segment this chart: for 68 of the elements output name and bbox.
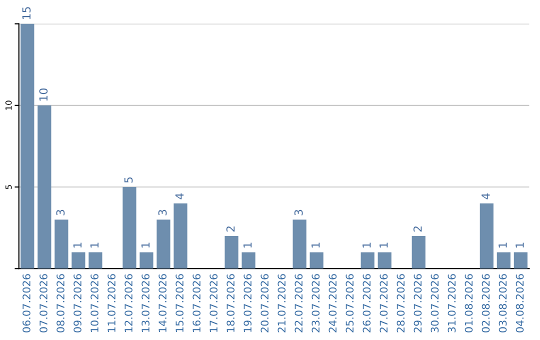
x-tick-label: 09.07.2026	[74, 274, 82, 332]
x-tick-label: 12.07.2026	[124, 274, 132, 332]
bar	[54, 220, 68, 269]
bar	[360, 252, 374, 269]
data-label: 10	[39, 88, 48, 101]
x-tick-label: 17.07.2026	[210, 274, 218, 332]
data-label: 3	[158, 210, 167, 216]
x-tick-label: 03.08.2026	[498, 274, 507, 332]
x-tick-label: 06.07.2026	[22, 274, 30, 332]
x-tick-label: 18.07.2026	[226, 274, 235, 332]
data-label: 1	[73, 242, 82, 248]
data-label: 1	[90, 242, 99, 248]
bar	[412, 236, 426, 269]
bar	[156, 220, 170, 269]
bar	[88, 252, 102, 269]
x-tick-label: 22.07.2026	[294, 274, 303, 332]
data-label: 1	[516, 242, 524, 248]
x-tick-label: 19.07.2026	[244, 274, 252, 332]
data-label: 2	[413, 226, 422, 232]
x-tick-label: 26.07.2026	[362, 274, 371, 332]
data-label: 3	[56, 210, 65, 216]
data-label: 1	[244, 242, 252, 248]
bar	[20, 24, 34, 269]
x-tick-label: 01.08.2026	[464, 274, 473, 332]
x-tick-label: 13.07.2026	[142, 274, 150, 332]
data-label: 4	[175, 193, 184, 200]
data-label: 1	[380, 242, 388, 248]
x-tick-label: 24.07.2026	[328, 274, 337, 332]
x-tick-label: 07.07.2026	[40, 274, 48, 332]
data-label: 1	[141, 242, 150, 248]
data-label: 3	[294, 210, 303, 216]
x-tick-label: 08.07.2026	[56, 274, 64, 332]
bar	[140, 252, 154, 269]
x-tick-label: 20.07.2026	[260, 274, 269, 332]
data-label: 4	[482, 193, 490, 200]
bar	[174, 203, 188, 269]
x-tick-label: 04.08.2026	[516, 274, 524, 332]
bar	[514, 252, 528, 269]
bar	[122, 187, 136, 269]
data-label: 5	[124, 177, 133, 183]
x-tick-label: 25.07.2026	[346, 274, 354, 332]
bar	[38, 105, 52, 269]
x-tick-label: 02.08.2026	[482, 274, 490, 332]
x-tick-label: 15.07.2026	[176, 274, 184, 332]
x-tick-label: 10.07.2026	[90, 274, 98, 332]
bar	[378, 252, 392, 269]
data-label: 1	[312, 242, 320, 248]
bar	[480, 203, 494, 269]
x-tick-label: 11.07.2026	[108, 274, 116, 332]
x-tick-label: 14.07.2026	[158, 274, 167, 332]
x-tick-label: 29.07.2026	[414, 274, 422, 332]
bar	[496, 252, 510, 269]
data-label: 15	[22, 7, 31, 20]
x-tick-label: 31.07.2026	[448, 274, 456, 332]
x-tick-label: 16.07.2026	[192, 274, 201, 332]
data-label: 1	[498, 242, 507, 248]
bar	[242, 252, 256, 269]
bar	[310, 252, 324, 269]
x-tick-label: 23.07.2026	[312, 274, 320, 332]
data-label: 2	[226, 226, 235, 232]
x-tick-label: 28.07.2026	[396, 274, 405, 332]
bar	[224, 236, 238, 269]
bar	[292, 220, 306, 269]
x-tick-label: 27.07.2026	[380, 274, 388, 332]
data-label: 1	[362, 242, 371, 248]
x-tick-label: 30.07.2026	[430, 274, 439, 332]
bar	[72, 252, 86, 269]
x-tick-label: 21.07.2026	[278, 274, 286, 332]
